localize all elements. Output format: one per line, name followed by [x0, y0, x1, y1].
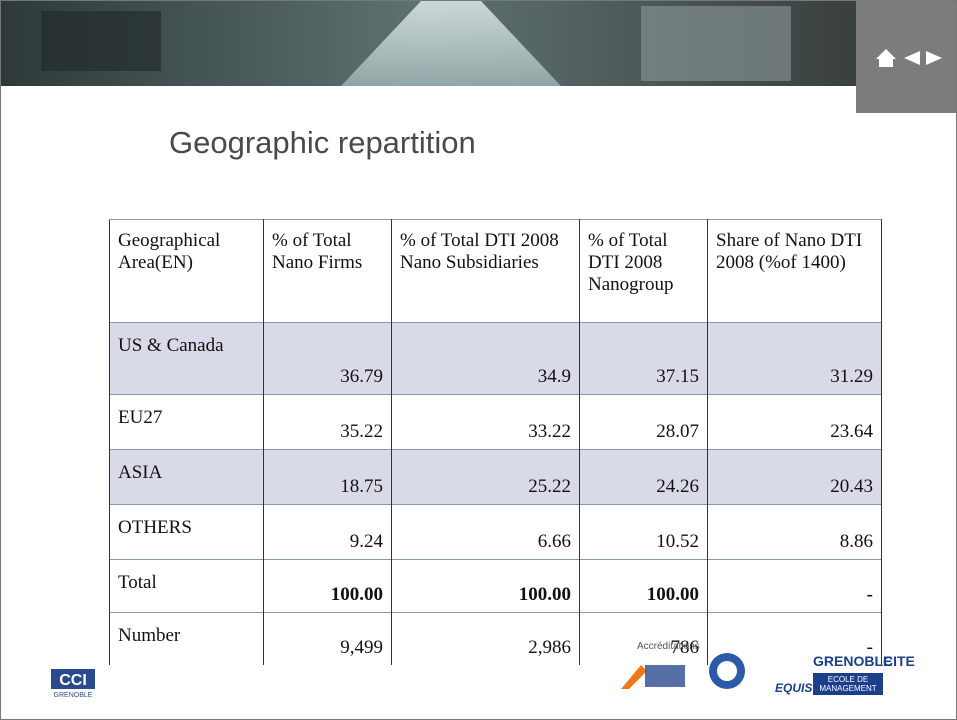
table-cell: 36.79 [264, 323, 392, 395]
column-header: % of Total Nano Firms [264, 220, 392, 323]
column-header: % of Total DTI 2008 Nanogroup [580, 220, 708, 323]
table-cell: 25.22 [392, 450, 580, 505]
logo-text: GRENOBLE [54, 692, 93, 699]
table-cell: 8.86 [708, 505, 882, 560]
table-cell: 6.66 [392, 505, 580, 560]
table-cell: 31.29 [708, 323, 882, 395]
table-cell: 100.00 [264, 560, 392, 613]
table-cell: - [708, 560, 882, 613]
table-cell: 10.52 [580, 505, 708, 560]
column-header: % of Total DTI 2008 Nano Subsidiaries [392, 220, 580, 323]
seal-logo [707, 649, 747, 693]
table-cell: 35.22 [264, 395, 392, 450]
next-button[interactable] [926, 51, 942, 65]
school-logo: GRENOBLE [813, 653, 892, 669]
table-cell: 37.15 [580, 323, 708, 395]
accreditations-label: Accréditations [637, 641, 700, 652]
row-label: US & Canada [110, 323, 264, 395]
school-subtitle: ECOLE DE MANAGEMENT [813, 673, 883, 695]
amba-logo [621, 653, 701, 693]
prev-button[interactable] [904, 51, 920, 65]
row-label: Number [110, 613, 264, 666]
table-cell: 33.22 [392, 395, 580, 450]
table-cell: 18.75 [264, 450, 392, 505]
banner-image [1, 1, 856, 86]
row-label: Total [110, 560, 264, 613]
table-cell: 100.00 [392, 560, 580, 613]
column-header: Share of Nano DTI 2008 (%of 1400) [708, 220, 882, 323]
logo-text: CCI [59, 672, 87, 689]
slide-title: Geographic repartition [169, 125, 476, 161]
home-button[interactable] [876, 49, 896, 67]
row-label: EU27 [110, 395, 264, 450]
table-cell: 9.24 [264, 505, 392, 560]
table-cell: 2,986 [392, 613, 580, 666]
table-cell: 34.9 [392, 323, 580, 395]
row-label: OTHERS [110, 505, 264, 560]
school-logo: CITE [883, 653, 915, 669]
table-cell: 28.07 [580, 395, 708, 450]
table-cell: 9,499 [264, 613, 392, 666]
equis-logo: EQUIS [775, 681, 812, 695]
row-label: ASIA [110, 450, 264, 505]
cci-logo: CCI GRENOBLE [49, 649, 99, 709]
slide: Geographic repartition Geographical Area… [0, 0, 957, 720]
header-row: Geographical Area(EN)% of Total Nano Fir… [110, 220, 882, 323]
column-header: Geographical Area(EN) [110, 220, 264, 323]
table-cell: 24.26 [580, 450, 708, 505]
table-cell: 20.43 [708, 450, 882, 505]
data-table: Geographical Area(EN)% of Total Nano Fir… [109, 219, 882, 665]
table-cell: 100.00 [580, 560, 708, 613]
table-cell: 23.64 [708, 395, 882, 450]
nav-box [856, 1, 957, 113]
